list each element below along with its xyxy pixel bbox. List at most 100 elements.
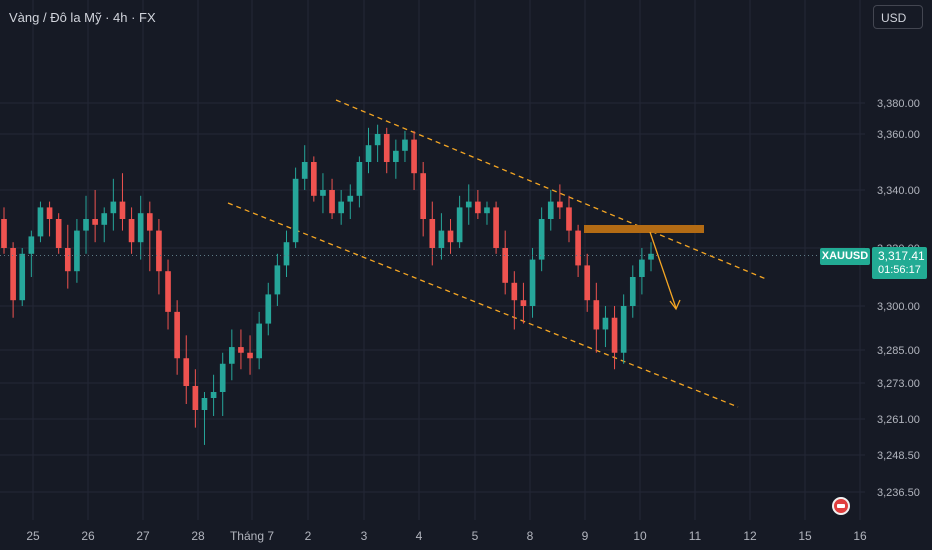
price-tick-label: 3,273.00 xyxy=(877,378,920,390)
candle xyxy=(283,230,290,277)
candle xyxy=(146,201,153,272)
candle-body xyxy=(447,230,454,243)
candle-body xyxy=(201,398,208,410)
candle xyxy=(529,248,536,318)
candle xyxy=(46,201,53,237)
candle xyxy=(19,248,26,306)
candle xyxy=(575,224,581,277)
candle-body xyxy=(46,207,53,219)
channel-upper-line xyxy=(335,99,767,280)
candle-body xyxy=(329,190,335,214)
candle-body xyxy=(338,201,344,214)
candle-body xyxy=(484,207,490,214)
candle xyxy=(420,162,427,237)
candle-body xyxy=(101,213,108,225)
chart-title: Vàng / Đô la Mỹ · 4h · FX xyxy=(9,10,156,25)
candle xyxy=(329,178,335,219)
candle xyxy=(374,124,381,162)
candle xyxy=(83,195,89,254)
trend-channel xyxy=(227,99,767,408)
candle-body xyxy=(219,363,226,392)
candle-body xyxy=(238,347,244,353)
candle xyxy=(475,190,481,219)
candle-body xyxy=(274,265,281,295)
candle-body xyxy=(475,201,481,214)
candle xyxy=(484,201,490,225)
candle-body xyxy=(165,271,171,312)
candle xyxy=(247,335,253,375)
date-tick-label: 4 xyxy=(416,529,423,543)
candle-body xyxy=(183,358,190,386)
candle-body xyxy=(146,213,153,231)
candle xyxy=(557,184,563,219)
candle-body xyxy=(648,253,654,260)
date-tick-label: 2 xyxy=(305,529,312,543)
candle xyxy=(593,282,600,353)
candle-body xyxy=(402,139,408,151)
candle-body xyxy=(156,230,162,272)
candle xyxy=(219,352,226,416)
candle-body xyxy=(547,201,554,219)
candles xyxy=(1,124,654,445)
price-tick-label: 3,261.00 xyxy=(877,414,920,426)
candle-body xyxy=(256,323,262,359)
currency-button[interactable]: USD xyxy=(873,5,923,29)
candle xyxy=(128,207,135,254)
channel-lower-line xyxy=(227,202,739,408)
candle-body xyxy=(110,201,117,214)
date-tick-label: 28 xyxy=(191,529,205,543)
candle-body xyxy=(74,230,80,272)
candle-body xyxy=(538,219,545,260)
candle xyxy=(383,127,390,174)
candle xyxy=(520,282,527,324)
candle-body xyxy=(119,201,126,219)
candle-body xyxy=(228,347,235,364)
candle xyxy=(456,195,463,248)
candle xyxy=(393,139,399,179)
candle-body xyxy=(28,236,35,254)
candle xyxy=(110,178,117,231)
overlays xyxy=(0,225,870,311)
candle xyxy=(137,195,144,260)
candle xyxy=(511,271,518,330)
candle xyxy=(611,306,618,370)
last-price-tag: 3,317.41 01:56:17 xyxy=(872,247,927,279)
candle xyxy=(502,230,509,295)
candle xyxy=(119,173,126,231)
candle xyxy=(639,248,645,295)
projection-arrowhead xyxy=(669,299,681,311)
candle xyxy=(465,184,472,225)
candle-body xyxy=(493,207,499,248)
candle xyxy=(274,253,281,306)
candle xyxy=(429,201,436,266)
price-tick-label: 3,360.00 xyxy=(877,129,920,141)
candle-body xyxy=(311,162,317,196)
candle xyxy=(584,253,591,312)
us-flag-icon[interactable] xyxy=(832,497,850,515)
candle xyxy=(10,242,16,318)
candle-body xyxy=(438,230,445,248)
candle xyxy=(256,311,262,370)
price-tick-label: 3,236.50 xyxy=(877,487,920,499)
symbol-label: XAUUSD xyxy=(820,248,870,265)
candle xyxy=(165,259,171,330)
candle-body xyxy=(456,207,463,243)
candle xyxy=(301,145,308,190)
candle-body xyxy=(411,139,417,174)
candle xyxy=(228,329,235,381)
candle-body xyxy=(620,306,627,353)
date-tick-label: Tháng 7 xyxy=(230,529,274,543)
date-tick-label: 8 xyxy=(527,529,534,543)
candle xyxy=(411,130,417,190)
candle xyxy=(338,190,344,225)
candle-body xyxy=(137,213,144,243)
candle-body xyxy=(520,300,527,306)
candle xyxy=(238,329,244,370)
date-tick-label: 15 xyxy=(798,529,812,543)
candle-body xyxy=(393,150,399,162)
candle-body xyxy=(502,248,509,283)
candle xyxy=(174,300,180,375)
price-tick-label: 3,248.50 xyxy=(877,450,920,462)
